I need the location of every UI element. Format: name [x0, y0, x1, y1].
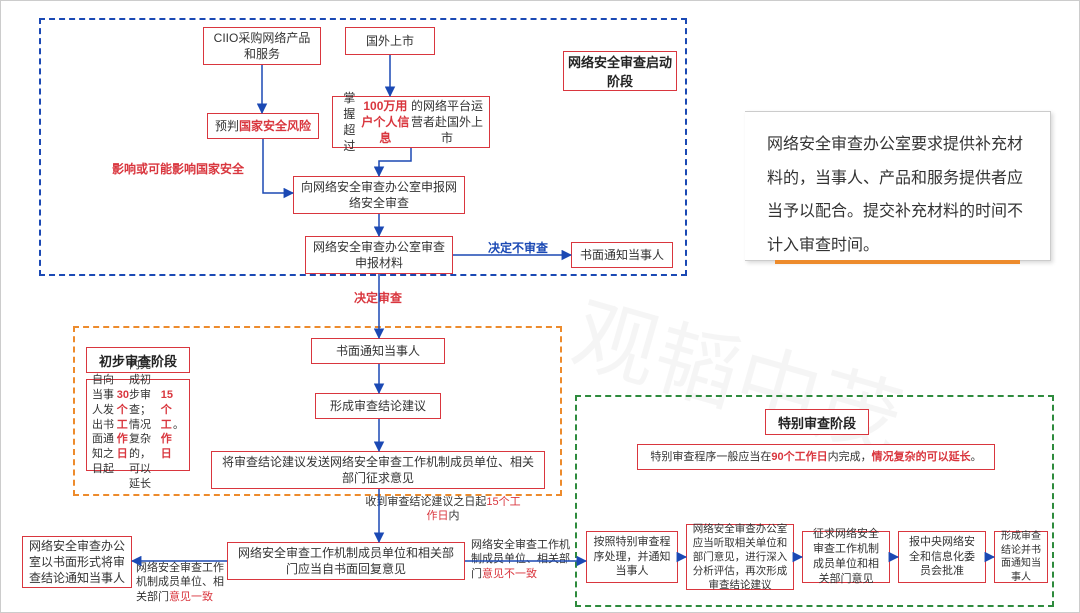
label-opinions-disagree: 网络安全审查工作机制成员单位、相关部门意见不一致 [471, 538, 579, 581]
node-form-conclusion: 形成审查结论建议 [315, 393, 441, 419]
label-decide-no-review: 决定不审查 [476, 241, 560, 257]
phase1-title-text: 网络安全审查启动阶段 [564, 52, 676, 90]
label-decide-review: 决定审查 [343, 291, 413, 307]
special-step-3: 征求网络安全审查工作机制成员单位和相关部门意见 [802, 531, 890, 583]
special-step-5: 形成审查结论并书面通知当事人 [994, 531, 1048, 583]
label-15-days: 收到审查结论建议之日起15个工作日内 [363, 495, 523, 524]
special-step-2: 网络安全审查办公室应当听取相关单位和部门意见，进行深入分析评估，再次形成审查结论… [686, 524, 794, 590]
callout-supplementary: 网络安全审查办公室要求提供补充材料的，当事人、产品和服务提供者应当予以配合。提交… [745, 111, 1051, 261]
node-apply-review: 向网络安全审查办公室申报网络安全审查 [293, 176, 465, 214]
node-members-reply: 网络安全审查工作机制成员单位和相关部门应当自书面回复意见 [227, 542, 465, 580]
phase3-note: 特别审查程序一般应当在90个工作日内完成，情况复杂的可以延长。 [637, 444, 995, 470]
node-notify-written-1: 书面通知当事人 [571, 242, 673, 268]
label-affect-security: 影响或可能影响国家安全 [98, 162, 258, 178]
node-overseas-ipo: 国外上市 [345, 27, 435, 55]
node-notify-written-2: 书面通知当事人 [311, 338, 445, 364]
phase2-note: 自向当事人发出书面通知之日起30个工作日内完成初步审查；情况复杂的，可以延长15… [86, 379, 190, 471]
node-final-notify: 网络安全审查办公室以书面形式将审查结论通知当事人 [22, 536, 132, 588]
node-review-materials: 网络安全审查办公室审查申报材料 [305, 236, 453, 274]
special-step-4: 报中央网络安全和信息化委员会批准 [898, 531, 986, 583]
special-step-1: 按照特别审查程序处理，并通知当事人 [586, 531, 678, 583]
node-1m-users: 掌握超过100万用户个人信息的网络平台运营者赴国外上市 [332, 96, 490, 148]
phase1-title: 网络安全审查启动阶段 [563, 51, 677, 91]
callout-text: 网络安全审查办公室要求提供补充材料的，当事人、产品和服务提供者应当予以配合。提交… [767, 136, 1023, 254]
phase3-title-text: 特别审查阶段 [778, 413, 856, 432]
node-ciio: CIIO采购网络产品和服务 [203, 27, 321, 65]
diagram-canvas: 观韬中茂 网络安全审查启动阶段 初步审查阶段 特别审查阶段 CIIO采购网络产品… [0, 0, 1080, 613]
phase3-title: 特别审查阶段 [765, 409, 869, 435]
node-prejudge-risk: 预判国家安全风险 [207, 113, 319, 139]
label-opinions-agree: 网络安全审查工作机制成员单位、相关部门意见一致 [136, 561, 232, 604]
node-send-to-members: 将审查结论建议发送网络安全审查工作机制成员单位、相关部门征求意见 [211, 451, 545, 489]
